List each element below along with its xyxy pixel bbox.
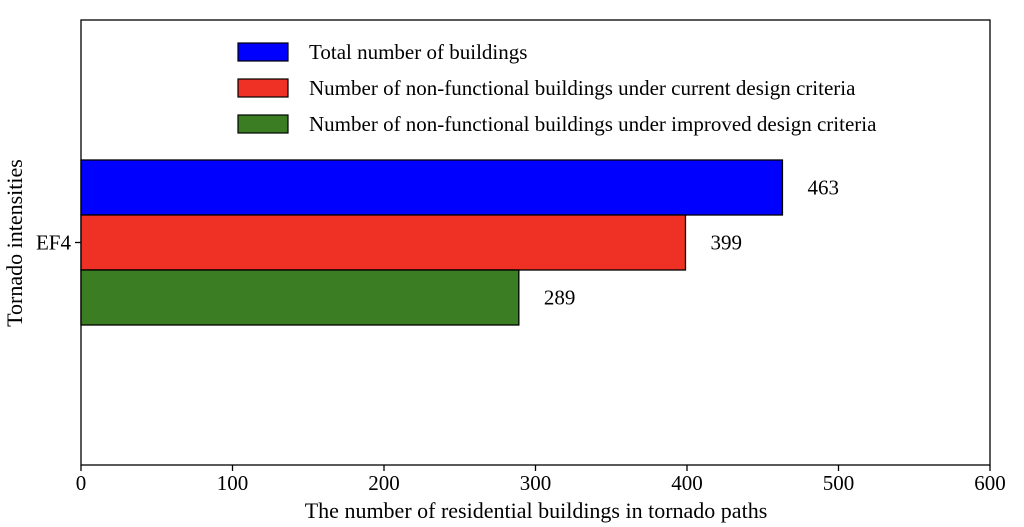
y-ticks-group: EF4 xyxy=(36,231,81,255)
legend-swatch-3 xyxy=(237,114,289,134)
legend-swatch-2 xyxy=(237,78,289,98)
x-ticks-group: 0 100 200 300 400 500 600 xyxy=(76,465,1006,495)
x-tick-label: 400 xyxy=(671,471,703,495)
legend-swatch-1 xyxy=(237,42,289,62)
x-tick-label: 300 xyxy=(520,471,552,495)
bar-3 xyxy=(80,269,520,326)
x-tick-label: 200 xyxy=(368,471,400,495)
legend-label-1: Total number of buildings xyxy=(309,40,527,64)
bar-value-label-1: 463 xyxy=(807,176,839,200)
bar-value-label-2: 399 xyxy=(710,231,742,255)
x-tick-label: 100 xyxy=(217,471,249,495)
bar-value-label-3: 289 xyxy=(544,286,576,310)
y-axis-title: Tornado intensities xyxy=(2,159,27,327)
bar-1 xyxy=(80,159,784,216)
value-labels-group: 463 399 289 xyxy=(544,176,839,310)
x-axis-title: The number of residential buildings in t… xyxy=(305,498,768,523)
x-tick-label: 500 xyxy=(823,471,855,495)
x-tick-label: 600 xyxy=(974,471,1006,495)
y-tick-label-ef4: EF4 xyxy=(36,231,72,255)
legend-label-2: Number of non-functional buildings under… xyxy=(309,76,856,100)
bar-2 xyxy=(80,214,687,271)
legend: Total number of buildings Number of non-f… xyxy=(237,40,877,136)
x-tick-label: 0 xyxy=(76,471,87,495)
bars-group xyxy=(80,159,784,326)
legend-label-3: Number of non-functional buildings under… xyxy=(309,112,877,136)
